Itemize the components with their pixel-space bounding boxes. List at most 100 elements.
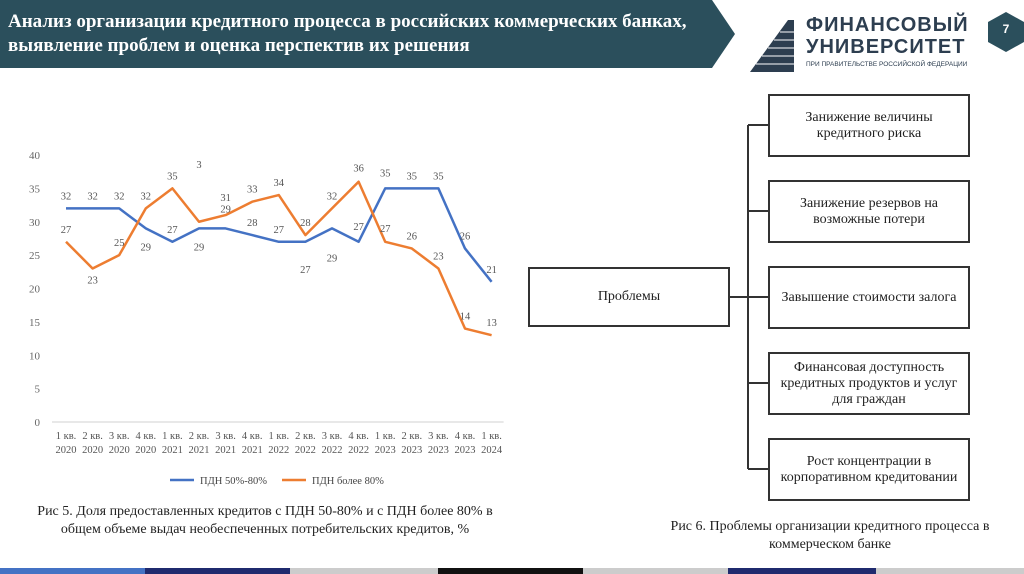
data-label: 27 xyxy=(61,225,72,236)
data-label: 25 xyxy=(114,238,125,249)
x-tick-label-year: 2022 xyxy=(295,445,316,456)
data-label: 35 xyxy=(433,171,444,182)
logo-text-line3: ПРИ ПРАВИТЕЛЬСТВЕ РОССИЙСКОЙ ФЕДЕРАЦИИ xyxy=(806,61,968,68)
diagram-root-problems: Проблемы xyxy=(528,267,730,327)
title-banner: Анализ организации кредитного процесса в… xyxy=(0,0,735,68)
data-label: 36 xyxy=(353,164,364,175)
footer-bar-7 xyxy=(876,568,1024,574)
data-label: 32 xyxy=(61,191,72,202)
data-label: 26 xyxy=(407,231,418,242)
university-logo: ФИНАНСОВЫЙ УНИВЕРСИТЕТ ПРИ ПРАВИТЕЛЬСТВЕ… xyxy=(748,12,976,74)
footer-bar-5 xyxy=(583,568,728,574)
data-label: 31 xyxy=(220,193,231,204)
x-tick-label-quarter: 2 кв. xyxy=(402,431,423,442)
data-label: 27 xyxy=(300,265,311,276)
data-label: 27 xyxy=(353,222,364,233)
diagram-item-credit-risk: Занижение величины кредитного риска xyxy=(768,94,970,157)
data-label: 28 xyxy=(247,218,258,229)
data-label: 29 xyxy=(220,204,231,215)
y-tick-label: 20 xyxy=(29,284,41,296)
series-line-pdn-over-80 xyxy=(65,180,492,337)
x-tick-label-year: 2023 xyxy=(455,445,476,456)
line-chart: 0 5 10 15 20 25 30 35 40 1 кв. 2020 2 кв. 2020 3 кв. 2… xyxy=(29,150,504,487)
x-tick-label-quarter: 1 кв. xyxy=(481,431,502,442)
x-tick-label-quarter: 2 кв. xyxy=(295,431,316,442)
footer-bar-2 xyxy=(145,568,290,574)
x-tick-label-year: 2022 xyxy=(348,445,369,456)
data-label: 29 xyxy=(327,253,338,264)
x-tick-label-year: 2021 xyxy=(189,445,210,456)
data-label: 27 xyxy=(380,224,391,235)
data-label: 32 xyxy=(327,191,338,202)
data-label: 35 xyxy=(167,171,178,182)
data-label: 27 xyxy=(167,225,178,236)
x-tick-label-year: 2021 xyxy=(162,445,183,456)
footer-bar-4 xyxy=(438,568,583,574)
x-tick-label-quarter: 3 кв. xyxy=(428,431,449,442)
data-label: 3 xyxy=(196,160,201,171)
x-tick-label-year: 2020 xyxy=(135,445,156,456)
diagram-item-collateral: Завышение стоимости залога xyxy=(768,266,970,329)
data-label: 27 xyxy=(274,225,285,236)
x-tick-label-year: 2023 xyxy=(428,445,449,456)
data-label: 26 xyxy=(460,231,471,242)
diagram-item-reserves: Занижение резервов на возможные потери xyxy=(768,180,970,243)
x-tick-label-quarter: 3 кв. xyxy=(322,431,343,442)
x-tick-label-year: 2022 xyxy=(268,445,289,456)
legend-label: ПДН 50%-80% xyxy=(200,476,267,487)
y-tick-label: 0 xyxy=(35,417,41,429)
x-tick-label-quarter: 1 кв. xyxy=(269,431,290,442)
data-label: 13 xyxy=(486,318,497,329)
data-label: 14 xyxy=(460,312,471,323)
data-label: 23 xyxy=(433,251,444,262)
diagram-item-concentration: Рост концентрации в корпоративном кредит… xyxy=(768,438,970,501)
footer-bar-3 xyxy=(290,568,438,574)
footer-bar-6 xyxy=(728,568,876,574)
legend-label: ПДН более 80% xyxy=(312,476,384,487)
data-label: 28 xyxy=(300,218,311,229)
x-tick-label-year: 2023 xyxy=(401,445,422,456)
diagram-item-accessibility: Финансовая доступность кредитных продукт… xyxy=(768,352,970,415)
x-tick-label-quarter: 3 кв. xyxy=(215,431,236,442)
page-number: 7 xyxy=(1002,22,1010,36)
x-tick-label-quarter: 2 кв. xyxy=(82,431,103,442)
data-label: 34 xyxy=(274,178,285,189)
logo-text-line1: ФИНАНСОВЫЙ xyxy=(806,14,969,36)
data-label: 32 xyxy=(141,191,152,202)
x-tick-label-year: 2021 xyxy=(215,445,236,456)
data-label: 35 xyxy=(407,171,418,182)
data-label: 29 xyxy=(141,242,152,253)
y-tick-label: 15 xyxy=(29,317,41,329)
x-tick-label-quarter: 4 кв. xyxy=(348,431,369,442)
x-tick-label-quarter: 4 кв. xyxy=(136,431,157,442)
figure6-caption: Рис 6. Проблемы организации кредитного п… xyxy=(670,519,990,552)
x-tick-label-year: 2021 xyxy=(242,445,263,456)
x-tick-label-year: 2020 xyxy=(56,445,77,456)
x-tick-label-quarter: 2 кв. xyxy=(189,431,210,442)
x-tick-label-year: 2020 xyxy=(82,445,103,456)
page-number-shape xyxy=(988,12,1024,52)
figure5-caption: Рис 5. Доля предоставленных кредитов с П… xyxy=(37,504,493,537)
x-tick-label-year: 2022 xyxy=(322,445,343,456)
data-label: 35 xyxy=(380,168,391,179)
y-tick-label: 10 xyxy=(29,350,41,362)
x-tick-label-year: 2023 xyxy=(375,445,396,456)
x-tick-label-quarter: 1 кв. xyxy=(375,431,396,442)
x-tick-label-year: 2024 xyxy=(481,445,503,456)
x-tick-label-quarter: 4 кв. xyxy=(455,431,476,442)
x-tick-label-quarter: 3 кв. xyxy=(109,431,130,442)
data-label: 21 xyxy=(486,265,497,276)
x-tick-label-quarter: 1 кв. xyxy=(56,431,77,442)
logo-emblem-icon xyxy=(750,20,794,72)
y-tick-label: 40 xyxy=(29,150,41,162)
data-label: 32 xyxy=(114,191,125,202)
logo-text-line2: УНИВЕРСИТЕТ xyxy=(806,36,966,58)
data-label: 29 xyxy=(194,242,205,253)
x-tick-label-quarter: 4 кв. xyxy=(242,431,263,442)
slide-title: Анализ организации кредитного процесса в… xyxy=(8,11,687,56)
title-banner-shape xyxy=(0,0,735,68)
footer-bar-1 xyxy=(0,568,145,574)
x-tick-label-quarter: 1 кв. xyxy=(162,431,183,442)
x-tick-label-year: 2020 xyxy=(109,445,130,456)
